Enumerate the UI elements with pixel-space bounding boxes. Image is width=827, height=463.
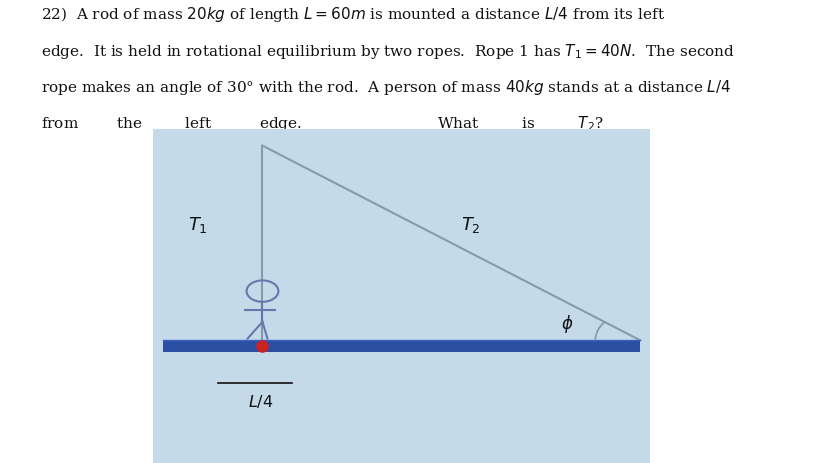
Text: $L/4$: $L/4$	[247, 394, 273, 410]
Text: rope makes an angle of 30° with the rod.  A person of mass $40kg$ stands at a di: rope makes an angle of 30° with the rod.…	[41, 78, 731, 97]
Text: 22)  A rod of mass $20kg$ of length $L = 60m$ is mounted a distance $L/4$ from i: 22) A rod of mass $20kg$ of length $L = …	[41, 5, 665, 24]
Text: $T_2$: $T_2$	[461, 215, 480, 235]
Bar	[163, 340, 639, 352]
Text: $T_1$: $T_1$	[188, 215, 208, 235]
Text: from        the         left          edge.                            What     : from the left edge. What	[41, 114, 604, 133]
Text: edge.  It is held in rotational equilibrium by two ropes.  Rope 1 has $T_1 = 40N: edge. It is held in rotational equilibri…	[41, 42, 734, 61]
Text: $\phi$: $\phi$	[560, 312, 572, 334]
